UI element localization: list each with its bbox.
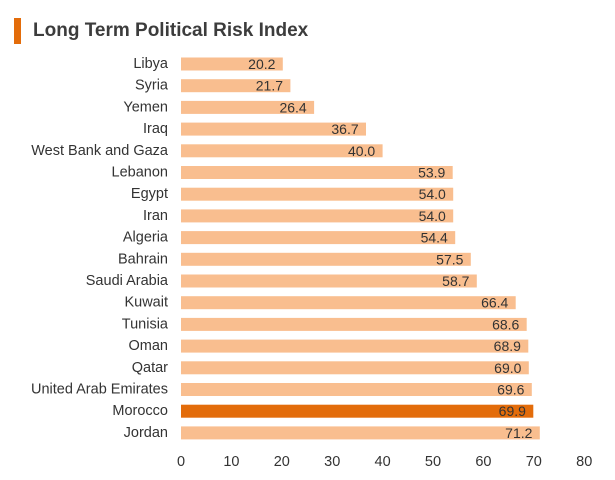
category-label: Bahrain [118, 251, 168, 267]
bar-lebanon [181, 166, 453, 179]
category-label: Algeria [123, 230, 169, 246]
category-label: Oman [129, 338, 169, 354]
value-label: 20.2 [248, 56, 275, 72]
category-label: Syria [135, 78, 169, 94]
value-label: 36.7 [331, 121, 358, 137]
bar-algeria [181, 231, 456, 245]
bar-morocco [181, 404, 534, 418]
value-label: 57.5 [436, 251, 463, 267]
category-label: Egypt [131, 186, 168, 202]
bar-jordan [181, 426, 540, 440]
value-label: 40.0 [348, 143, 375, 159]
value-label: 68.6 [492, 316, 519, 332]
category-label: Lebanon [112, 165, 168, 181]
bar-egypt [181, 187, 454, 201]
bar-yemen [181, 100, 315, 114]
value-label: 69.9 [499, 403, 526, 419]
value-label: 68.9 [494, 338, 521, 354]
x-tick-label: 80 [576, 454, 592, 470]
value-label: 58.7 [442, 273, 469, 289]
value-label: 53.9 [418, 165, 445, 181]
value-label: 21.7 [256, 78, 283, 94]
bar-iraq [181, 122, 366, 136]
category-label: Morocco [112, 403, 168, 419]
value-label: 26.4 [279, 99, 306, 115]
bar-libya [181, 57, 283, 71]
bar-syria [181, 79, 291, 93]
value-label: 54.4 [421, 230, 448, 246]
category-label: Qatar [132, 360, 168, 376]
title-accent-bar [14, 18, 21, 44]
category-label: Jordan [124, 425, 168, 441]
x-tick-label: 0 [177, 454, 185, 470]
category-label: Tunisia [122, 316, 169, 332]
value-label: 69.6 [497, 382, 524, 398]
value-label: 69.0 [494, 360, 521, 376]
bar-bahrain [181, 252, 471, 266]
value-label: 66.4 [481, 295, 508, 311]
category-label: Iran [143, 208, 168, 224]
bar-kuwait [181, 296, 516, 310]
value-label: 71.2 [505, 425, 532, 441]
category-label: United Arab Emirates [31, 382, 168, 398]
bar-oman [181, 339, 529, 353]
bar-qatar [181, 361, 529, 375]
chart-title: Long Term Political Risk Index [33, 20, 309, 41]
x-tick-label: 40 [375, 454, 391, 470]
category-label: Kuwait [124, 295, 168, 311]
x-tick-label: 30 [324, 454, 340, 470]
category-label: Yemen [123, 99, 168, 115]
bar-west-bank-and-gaza [181, 144, 383, 158]
value-label: 54.0 [419, 208, 446, 224]
category-label: Saudi Arabia [86, 273, 169, 289]
bar-iran [181, 209, 454, 223]
x-tick-label: 60 [475, 454, 491, 470]
category-label: Iraq [143, 121, 168, 137]
category-label: West Bank and Gaza [31, 143, 169, 159]
category-label: Libya [133, 56, 169, 72]
x-tick-label: 20 [274, 454, 290, 470]
chart-header: Long Term Political Risk Index [14, 18, 308, 44]
x-tick-label: 70 [526, 454, 542, 470]
x-tick-label: 50 [425, 454, 441, 470]
value-label: 54.0 [419, 186, 446, 202]
bar-saudi-arabia [181, 274, 477, 288]
x-tick-label: 10 [223, 454, 239, 470]
bar-tunisia [181, 317, 527, 331]
bar-united-arab-emirates [181, 383, 532, 396]
